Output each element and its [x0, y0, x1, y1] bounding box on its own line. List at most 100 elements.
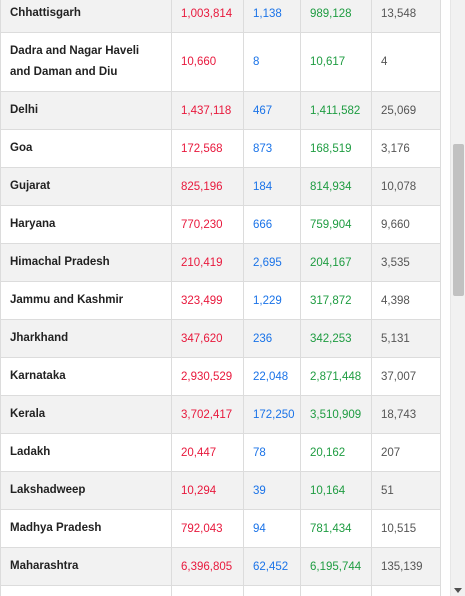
state-cell[interactable]: Madhya Pradesh: [0, 509, 172, 548]
confirmed-cell: 770,230: [171, 205, 244, 244]
recovered-cell: 3,510,909: [300, 395, 372, 434]
table-row[interactable]: Kerala 3,702,417 172,250 3,510,909 18,743: [0, 395, 441, 434]
active-cell: 236: [243, 319, 301, 358]
table-row[interactable]: Karnataka 2,930,529 22,048 2,871,448 37,007: [0, 357, 441, 396]
deceased-cell: 9,660: [371, 205, 441, 244]
deceased-cell: 10,078: [371, 167, 441, 206]
active-cell: 184: [243, 167, 301, 206]
confirmed-cell: 1,437,118: [171, 91, 244, 130]
deceased-cell: 13,548: [371, 0, 441, 33]
recovered-cell: 342,253: [300, 319, 372, 358]
confirmed-cell: [171, 585, 244, 596]
state-cell[interactable]: Gujarat: [0, 167, 172, 206]
confirmed-cell: 825,196: [171, 167, 244, 206]
state-cell[interactable]: Maharashtra: [0, 547, 172, 586]
confirmed-cell: 2,930,529: [171, 357, 244, 396]
state-cell[interactable]: Karnataka: [0, 357, 172, 396]
active-cell: 1,138: [243, 0, 301, 33]
deceased-cell: 25,069: [371, 91, 441, 130]
confirmed-cell: 210,419: [171, 243, 244, 282]
table-row[interactable]: Delhi 1,437,118 467 1,411,582 25,069: [0, 91, 441, 130]
state-cell[interactable]: Lakshadweep: [0, 471, 172, 510]
table-row[interactable]: Jammu and Kashmir 323,499 1,229 317,872 4,39…: [0, 281, 441, 320]
table-row[interactable]: Lakshadweep 10,294 39 10,164 51: [0, 471, 441, 510]
deceased-cell: 10,515: [371, 509, 441, 548]
state-cell[interactable]: Jharkhand: [0, 319, 172, 358]
confirmed-cell: 20,447: [171, 433, 244, 472]
recovered-cell: 10,617: [300, 32, 372, 92]
state-stats-table: Chhattisgarh 1,003,814 1,138 989,128 13,548 D…: [0, 0, 441, 596]
deceased-cell: 4,398: [371, 281, 441, 320]
active-cell: 8: [243, 32, 301, 92]
state-cell[interactable]: Chhattisgarh: [0, 0, 172, 33]
confirmed-cell: 3,702,417: [171, 395, 244, 434]
deceased-cell: [371, 585, 441, 596]
recovered-cell: 759,904: [300, 205, 372, 244]
scrollbar-thumb[interactable]: [453, 144, 464, 296]
table-row[interactable]: Goa 172,568 873 168,519 3,176: [0, 129, 441, 168]
recovered-cell: 989,128: [300, 0, 372, 33]
state-cell[interactable]: Jammu and Kashmir: [0, 281, 172, 320]
deceased-cell: 51: [371, 471, 441, 510]
recovered-cell: 204,167: [300, 243, 372, 282]
recovered-cell: 168,519: [300, 129, 372, 168]
active-cell: 2,695: [243, 243, 301, 282]
deceased-cell: 37,007: [371, 357, 441, 396]
table-row[interactable]: Dadra and Nagar Haveli and Daman and Diu…: [0, 32, 441, 92]
table-body: Chhattisgarh 1,003,814 1,138 989,128 13,548 D…: [0, 0, 441, 596]
deceased-cell: 3,176: [371, 129, 441, 168]
table-row[interactable]: [0, 585, 441, 596]
table-row[interactable]: Ladakh 20,447 78 20,162 207: [0, 433, 441, 472]
confirmed-cell: 10,294: [171, 471, 244, 510]
recovered-cell: 20,162: [300, 433, 372, 472]
active-cell: 1,229: [243, 281, 301, 320]
chevron-down-icon[interactable]: [454, 588, 462, 593]
recovered-cell: 814,934: [300, 167, 372, 206]
state-cell[interactable]: Haryana: [0, 205, 172, 244]
table-row[interactable]: Gujarat 825,196 184 814,934 10,078: [0, 167, 441, 206]
recovered-cell: 781,434: [300, 509, 372, 548]
recovered-cell: 2,871,448: [300, 357, 372, 396]
state-cell[interactable]: Himachal Pradesh: [0, 243, 172, 282]
confirmed-cell: 1,003,814: [171, 0, 244, 33]
deceased-cell: 18,743: [371, 395, 441, 434]
recovered-cell: 317,872: [300, 281, 372, 320]
table-row[interactable]: Chhattisgarh 1,003,814 1,138 989,128 13,548: [0, 0, 441, 33]
vertical-scrollbar[interactable]: [450, 0, 465, 596]
deceased-cell: 207: [371, 433, 441, 472]
state-cell[interactable]: Dadra and Nagar Haveli and Daman and Diu: [0, 32, 172, 92]
confirmed-cell: 10,660: [171, 32, 244, 92]
state-cell[interactable]: Delhi: [0, 91, 172, 130]
recovered-cell: 1,411,582: [300, 91, 372, 130]
recovered-cell: [300, 585, 372, 596]
active-cell: 172,250: [243, 395, 301, 434]
confirmed-cell: 792,043: [171, 509, 244, 548]
recovered-cell: 6,195,744: [300, 547, 372, 586]
active-cell: 62,452: [243, 547, 301, 586]
active-cell: 666: [243, 205, 301, 244]
active-cell: 78: [243, 433, 301, 472]
table-row[interactable]: Maharashtra 6,396,805 62,452 6,195,744 135,1…: [0, 547, 441, 586]
table-row[interactable]: Himachal Pradesh 210,419 2,695 204,167 3,535: [0, 243, 441, 282]
active-cell: 22,048: [243, 357, 301, 396]
state-cell[interactable]: Goa: [0, 129, 172, 168]
deceased-cell: 3,535: [371, 243, 441, 282]
state-cell[interactable]: Kerala: [0, 395, 172, 434]
active-cell: 94: [243, 509, 301, 548]
table-row[interactable]: Madhya Pradesh 792,043 94 781,434 10,515: [0, 509, 441, 548]
confirmed-cell: 323,499: [171, 281, 244, 320]
state-cell[interactable]: Ladakh: [0, 433, 172, 472]
table-row[interactable]: Haryana 770,230 666 759,904 9,660: [0, 205, 441, 244]
deceased-cell: 135,139: [371, 547, 441, 586]
state-cell[interactable]: [0, 585, 172, 596]
active-cell: [243, 585, 301, 596]
confirmed-cell: 347,620: [171, 319, 244, 358]
active-cell: 39: [243, 471, 301, 510]
table-row[interactable]: Jharkhand 347,620 236 342,253 5,131: [0, 319, 441, 358]
confirmed-cell: 172,568: [171, 129, 244, 168]
deceased-cell: 5,131: [371, 319, 441, 358]
deceased-cell: 4: [371, 32, 441, 92]
table-viewport: Chhattisgarh 1,003,814 1,138 989,128 13,548 D…: [0, 0, 441, 596]
recovered-cell: 10,164: [300, 471, 372, 510]
active-cell: 873: [243, 129, 301, 168]
